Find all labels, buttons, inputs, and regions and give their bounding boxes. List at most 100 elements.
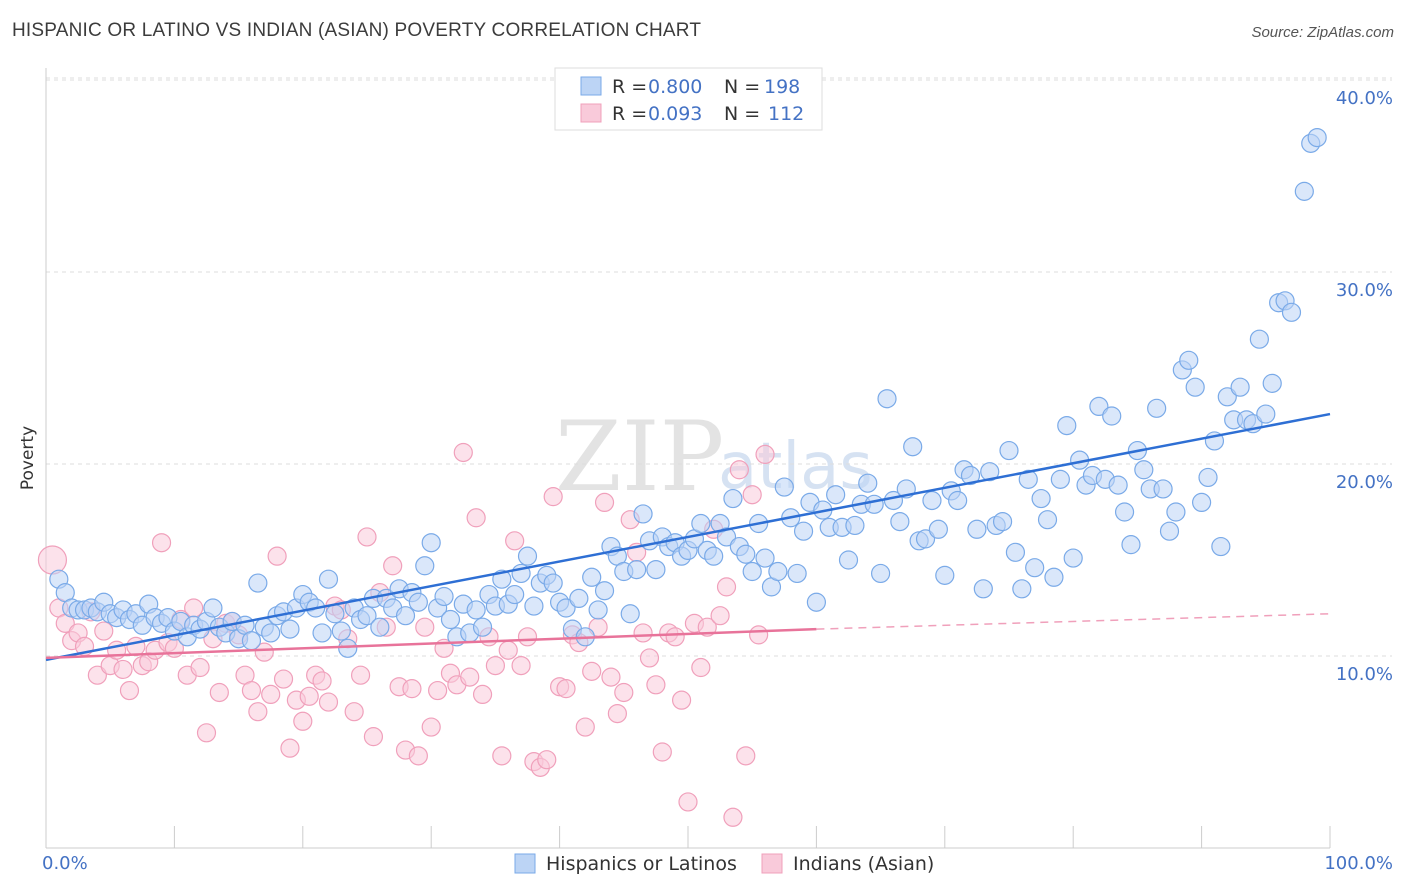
hispanics-point [806,592,827,612]
hispanics-point [992,511,1013,532]
indians-point [729,460,749,480]
indians-point [716,577,737,597]
legend-swatch-indians [580,103,602,123]
hispanics-point [864,494,884,514]
hispanics-point [935,565,955,585]
trend-line-indians [45,627,817,660]
hispanics-point [903,437,923,457]
indians-point [575,717,595,737]
indians-point [126,636,146,657]
legend-n-value-hispanics: 198 [764,76,800,98]
hispanics-point [318,569,339,589]
hispanics-point [826,485,846,505]
indians-point [723,807,743,827]
indians-point [363,727,384,747]
indians-point [607,703,627,724]
hispanics-point [1102,406,1122,426]
legend-r-label-indians: R = [612,103,647,125]
indians-point [151,533,172,553]
indians-point [633,623,653,643]
indians-point [511,655,531,676]
indians-point [652,742,672,762]
indians-point [582,661,602,681]
indians-point [299,686,319,706]
indians-point [749,625,769,645]
hispanics-point [370,617,390,637]
x-ticks [45,826,1331,848]
hispanics-point [838,550,859,570]
hispanics-point [858,473,878,493]
hispanics-point [960,465,981,486]
hispanics-point [691,513,711,534]
indians-point [209,682,229,703]
trend-line-indians-extension [816,613,1331,630]
indians-point [37,545,68,575]
hispanics-point [421,533,441,553]
hispanics-point [1037,510,1058,530]
hispanics-point [1230,377,1250,397]
hispanics-point [877,389,897,409]
hispanics-point [1294,181,1314,201]
hispanics-point [620,604,640,624]
indians-point [665,627,685,647]
indians-point [614,682,634,703]
hispanics-point [793,521,814,541]
indians-point [428,680,448,701]
indians-point [248,702,268,722]
hispanics-point [723,488,743,509]
hispanics-point [1031,488,1051,509]
hispanics-point [1018,469,1038,489]
hispanics-point [338,638,358,658]
indians-point [601,667,621,687]
hispanics-point [1166,502,1186,522]
hispanics-point [1044,567,1064,587]
hispanics-point [973,579,993,599]
indians-point [556,679,576,699]
indians-point [273,669,294,689]
hispanics-point [627,559,647,580]
hispanics-point [1179,350,1199,370]
indians-point [742,485,762,505]
hispanics-point [1012,579,1032,599]
indians-point [344,702,364,722]
hispanics-point [1050,469,1070,489]
indians-point [402,679,422,699]
indians-point [460,667,480,687]
indians-point [492,746,512,766]
hispanics-point [890,511,910,532]
bottom-legend-label-indians: Indians (Asian) [793,853,934,875]
hispanics-point [312,623,332,643]
hispanics-point [768,561,788,582]
hispanics-point [1217,387,1237,407]
indians-point [453,442,473,463]
indians-point [472,684,493,705]
hispanics-point [742,561,762,582]
indians-point [537,750,557,770]
bottom-legend-swatch-hispanics [514,853,536,874]
hispanics-point [395,606,416,626]
y-tick-label-10: 10.0% [1336,664,1393,685]
series-hispanics-points [49,128,1327,658]
trend-line-hispanics [45,412,1331,662]
series-indians-points [37,442,775,827]
indians-point [293,711,313,731]
hispanics-point [922,490,942,511]
top-legend: R = 0.800 N = 198 R = 0.093 N = 112 [554,67,823,131]
hispanics-point [569,588,589,609]
hispanics-point [1114,502,1135,522]
indians-point [678,792,698,812]
hispanics-point [594,581,615,601]
hispanics-point [440,609,461,630]
indians-point [196,723,217,743]
indians-point [190,657,210,678]
hispanics-point [646,559,666,580]
indians-point [415,617,435,637]
hispanics-point [774,477,794,497]
hispanics-point [582,567,602,587]
hispanics-point [999,440,1019,461]
hispanics-point [870,563,891,584]
hispanics-point [1147,398,1167,418]
hispanics-point [787,563,807,584]
hispanics-point [980,462,1000,482]
